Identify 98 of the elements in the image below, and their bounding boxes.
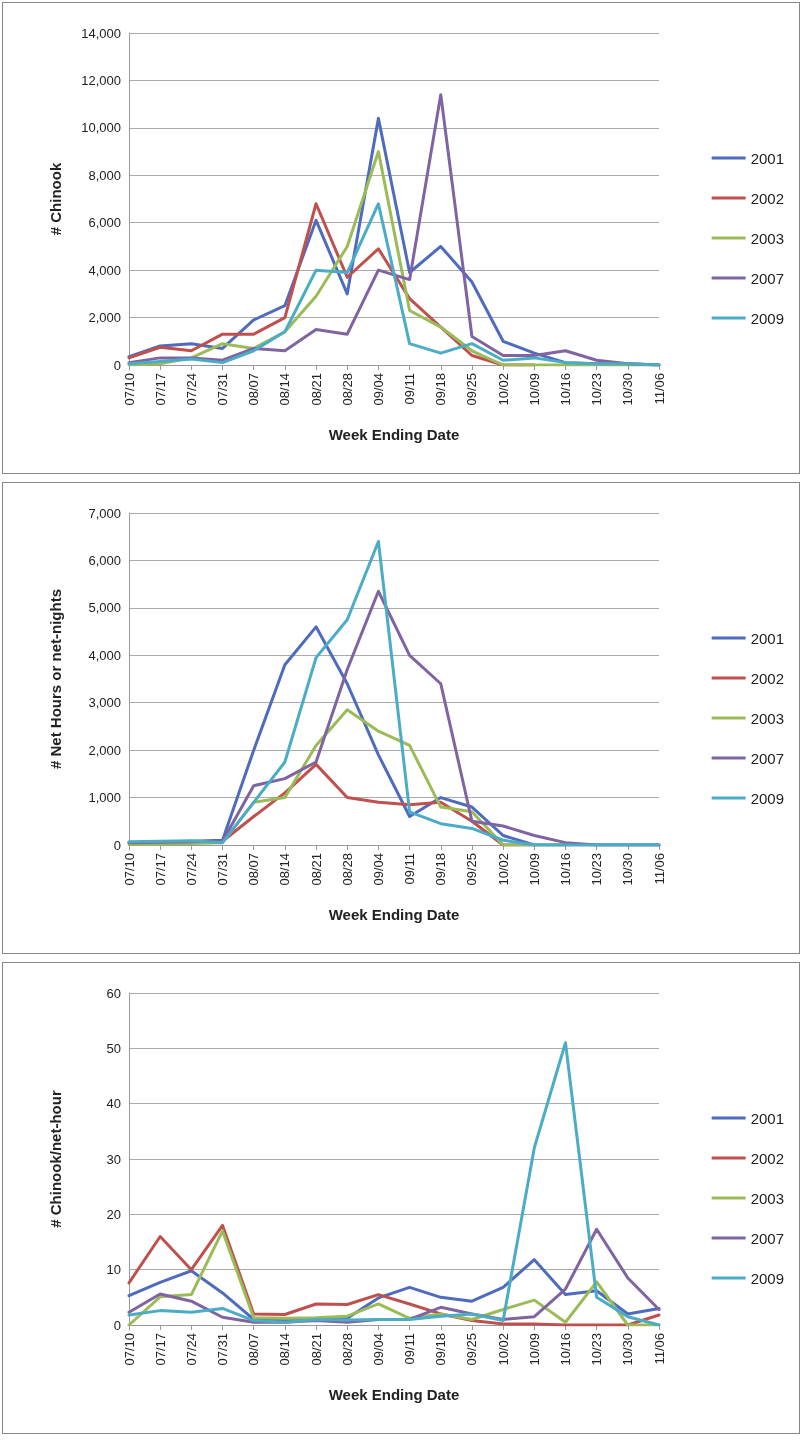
- x-tick-label: 07/24: [183, 853, 199, 886]
- x-tick-label: 09/18: [433, 1333, 449, 1366]
- x-axis-title: Week Ending Date: [328, 1386, 460, 1403]
- x-tick-label: 07/31: [215, 853, 231, 886]
- legend-label: 2009: [750, 1269, 785, 1287]
- legend-label: 2007: [750, 749, 785, 767]
- legend-label: 2002: [750, 669, 785, 687]
- x-tick-label: 09/04: [370, 373, 386, 406]
- x-tick-label: 07/31: [215, 373, 231, 406]
- x-tick-label: 09/18: [433, 853, 449, 886]
- y-tick-label: 6,000: [88, 215, 121, 231]
- y-axis-title: # Chinook: [47, 162, 64, 236]
- y-axis-title: # Chinook/net-hour: [47, 1090, 64, 1228]
- x-tick-label: 09/18: [433, 373, 449, 406]
- y-tick-label: 7,000: [88, 505, 121, 521]
- x-tick-label: 07/17: [152, 853, 168, 886]
- y-tick-label: 40: [106, 1096, 121, 1112]
- y-tick-label: 8,000: [88, 167, 121, 183]
- y-tick-label: 0: [113, 837, 121, 853]
- x-tick-label: 08/21: [308, 1333, 324, 1366]
- y-tick-label: 3,000: [88, 695, 121, 711]
- y-tick-label: 50: [106, 1040, 121, 1056]
- x-tick-label: 09/04: [370, 853, 386, 886]
- legend-label: 2001: [750, 629, 785, 647]
- x-tick-label: 08/21: [308, 373, 324, 406]
- x-tick-label: 10/30: [620, 853, 636, 886]
- x-tick-label: 10/02: [495, 853, 511, 886]
- x-tick-label: 10/23: [589, 373, 605, 406]
- x-tick-label: 10/30: [620, 1333, 636, 1366]
- legend-label: 2009: [750, 309, 785, 327]
- x-tick-label: 08/07: [246, 1333, 262, 1366]
- x-tick-label: 10/23: [589, 853, 605, 886]
- legend-label: 2002: [750, 1149, 785, 1167]
- x-tick-label: 08/28: [339, 1333, 355, 1366]
- y-tick-label: 30: [106, 1151, 121, 1167]
- x-tick-label: 11/06: [651, 1333, 667, 1365]
- legend-label: 2007: [750, 269, 785, 287]
- y-tick-label: 60: [106, 985, 121, 1001]
- x-tick-label: 11/06: [651, 853, 667, 885]
- x-tick-label: 10/30: [620, 373, 636, 406]
- legend-label: 2007: [750, 1229, 785, 1247]
- y-tick-label: 20: [106, 1206, 121, 1222]
- x-tick-label: 07/10: [121, 853, 137, 886]
- x-tick-label: 08/28: [339, 853, 355, 886]
- x-tick-label: 10/02: [495, 1333, 511, 1366]
- legend-label: 2001: [750, 1109, 785, 1127]
- x-tick-label: 08/21: [308, 853, 324, 886]
- x-tick-label: 07/24: [183, 373, 199, 406]
- x-tick-label: 10/16: [557, 373, 573, 406]
- x-tick-label: 08/28: [339, 373, 355, 406]
- y-tick-label: 5,000: [88, 600, 121, 616]
- x-tick-label: 10/09: [526, 373, 542, 406]
- x-tick-label: 09/04: [370, 1333, 386, 1366]
- y-tick-label: 2,000: [88, 742, 121, 758]
- x-tick-label: 09/11: [402, 1333, 418, 1365]
- y-tick-label: 14,000: [81, 25, 121, 41]
- x-tick-label: 09/11: [402, 853, 418, 885]
- x-tick-label: 09/25: [464, 853, 480, 886]
- x-tick-label: 10/09: [526, 853, 542, 886]
- x-axis-title: Week Ending Date: [328, 426, 460, 443]
- x-tick-label: 09/11: [402, 373, 418, 405]
- x-tick-label: 11/06: [651, 373, 667, 405]
- x-tick-label: 07/24: [183, 1333, 199, 1366]
- x-tick-label: 08/07: [246, 853, 262, 886]
- x-tick-label: 08/14: [277, 373, 293, 406]
- legend-label: 2009: [750, 789, 785, 807]
- x-tick-label: 09/25: [464, 1333, 480, 1366]
- y-tick-label: 4,000: [88, 262, 121, 278]
- x-tick-label: 07/31: [215, 1333, 231, 1366]
- x-tick-label: 09/25: [464, 373, 480, 406]
- x-tick-label: 08/07: [246, 373, 262, 406]
- y-tick-label: 10,000: [81, 120, 121, 136]
- x-tick-label: 08/14: [277, 1333, 293, 1366]
- y-tick-label: 12,000: [81, 72, 121, 88]
- x-tick-label: 07/17: [152, 1333, 168, 1366]
- legend-label: 2001: [750, 149, 785, 167]
- x-tick-label: 07/10: [121, 1333, 137, 1366]
- y-tick-label: 6,000: [88, 552, 121, 568]
- x-tick-label: 10/09: [526, 1333, 542, 1366]
- x-tick-label: 10/23: [589, 1333, 605, 1366]
- legend-label: 2002: [750, 189, 785, 207]
- x-tick-label: 08/14: [277, 853, 293, 886]
- legend-label: 2003: [750, 1189, 785, 1207]
- x-tick-label: 10/16: [557, 1333, 573, 1366]
- x-axis-title: Week Ending Date: [328, 906, 460, 923]
- x-tick-label: 10/16: [557, 853, 573, 886]
- y-tick-label: 0: [113, 1317, 121, 1333]
- y-tick-label: 4,000: [88, 647, 121, 663]
- legend-label: 2003: [750, 709, 785, 727]
- y-axis-title: # Net Hours or net-nights: [47, 588, 64, 770]
- x-tick-label: 10/02: [495, 373, 511, 406]
- x-tick-label: 07/17: [152, 373, 168, 406]
- x-tick-label: 07/10: [121, 373, 137, 406]
- y-tick-label: 0: [113, 357, 121, 373]
- legend-label: 2003: [750, 229, 785, 247]
- y-tick-label: 2,000: [88, 310, 121, 326]
- y-tick-label: 10: [106, 1262, 121, 1278]
- y-tick-label: 1,000: [88, 790, 121, 806]
